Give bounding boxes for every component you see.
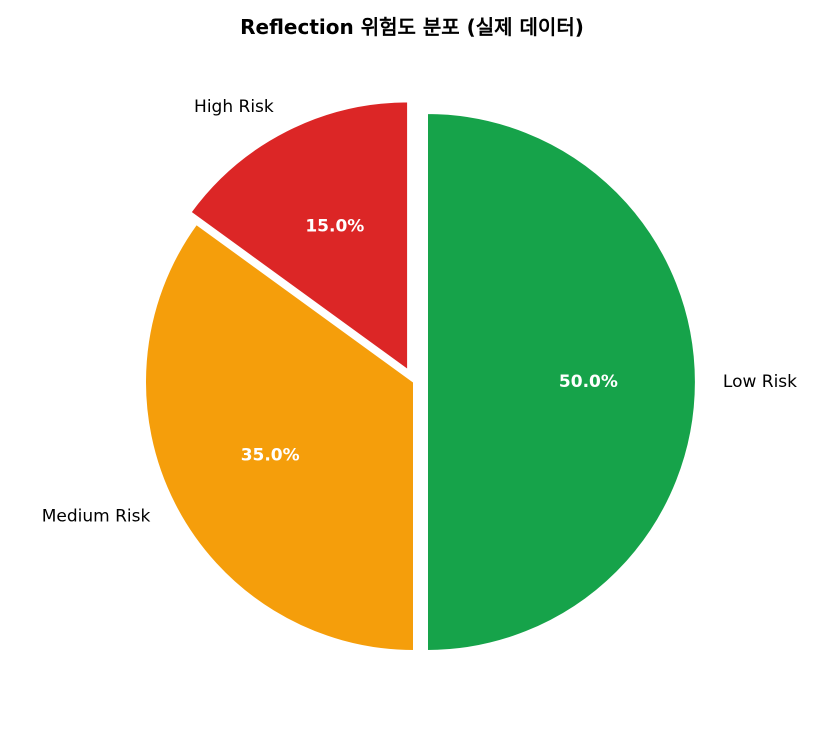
category-label-low-risk: Low Risk <box>723 372 797 392</box>
pie-labels: 50.0% Low Risk 35.0% Medium Risk 15.0% High R… <box>42 97 797 527</box>
category-label-medium-risk: Medium Risk <box>42 506 151 526</box>
chart-title: Reflection 위험도 분포 (실제 데이터) <box>240 15 584 39</box>
category-label-high-risk: High Risk <box>194 97 274 117</box>
pie-slice-medium-risk <box>144 222 415 653</box>
pct-label-low-risk: 50.0% <box>559 372 618 392</box>
pct-label-medium-risk: 35.0% <box>241 445 300 465</box>
pie-slice-low-risk <box>426 111 697 653</box>
pie-slices <box>144 100 697 653</box>
pct-label-high-risk: 15.0% <box>305 217 364 237</box>
pie-slice-high-risk <box>189 100 410 373</box>
